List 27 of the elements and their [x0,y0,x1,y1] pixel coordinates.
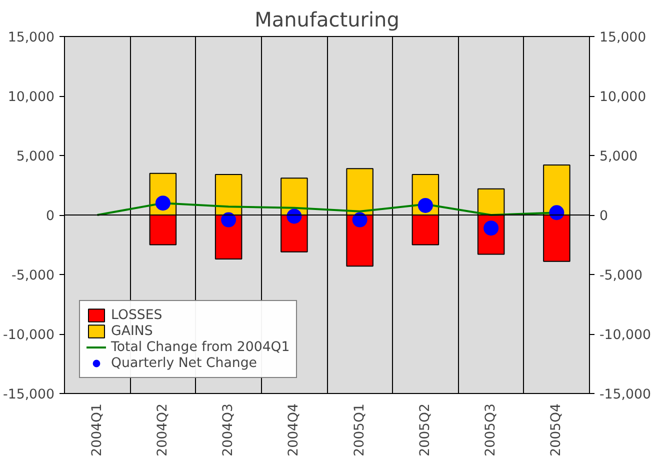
y2-tick-label: -5,000 [600,268,642,284]
x-tick-label: 2004Q4 [286,404,302,456]
chart-title: Manufacturing [254,8,400,32]
x-tick-label: 2005Q3 [484,404,499,456]
x-tick-label: 2004Q3 [221,404,236,456]
x-tick-label: 2005Q2 [418,404,433,456]
y2-tick-label: 0 [600,209,608,224]
y-tick-label: 5,000 [16,150,54,164]
y2-tick-label: 5,000 [600,150,638,164]
y2-tick-label: -10,000 [600,328,651,343]
y2-tick-label: 10,000 [600,90,646,105]
legend-label: LOSSES [111,307,162,323]
y-tick-label: 10,000 [8,90,55,105]
x-tick-label: 2004Q2 [155,404,170,456]
legend-label: GAINS [111,323,153,339]
x-tick-label: 2005Q1 [352,404,368,456]
y-tick-label: -15,000 [3,388,55,402]
y-tick-label: -5,000 [12,268,55,284]
x-tick-label: 2005Q4 [549,404,564,456]
y-tick-label: -10,000 [3,328,55,343]
legend-label: Total Change from 2004Q1 [111,339,290,355]
y-tick-label: 15,000 [8,30,55,46]
y2-tick-label: 15,000 [600,30,646,46]
x-tick-label: 2004Q1 [90,404,105,456]
y2-tick-label: -15,000 [600,388,651,402]
legend-label: Quarterly Net Change [111,355,257,371]
y-tick-label: 0 [46,209,55,224]
